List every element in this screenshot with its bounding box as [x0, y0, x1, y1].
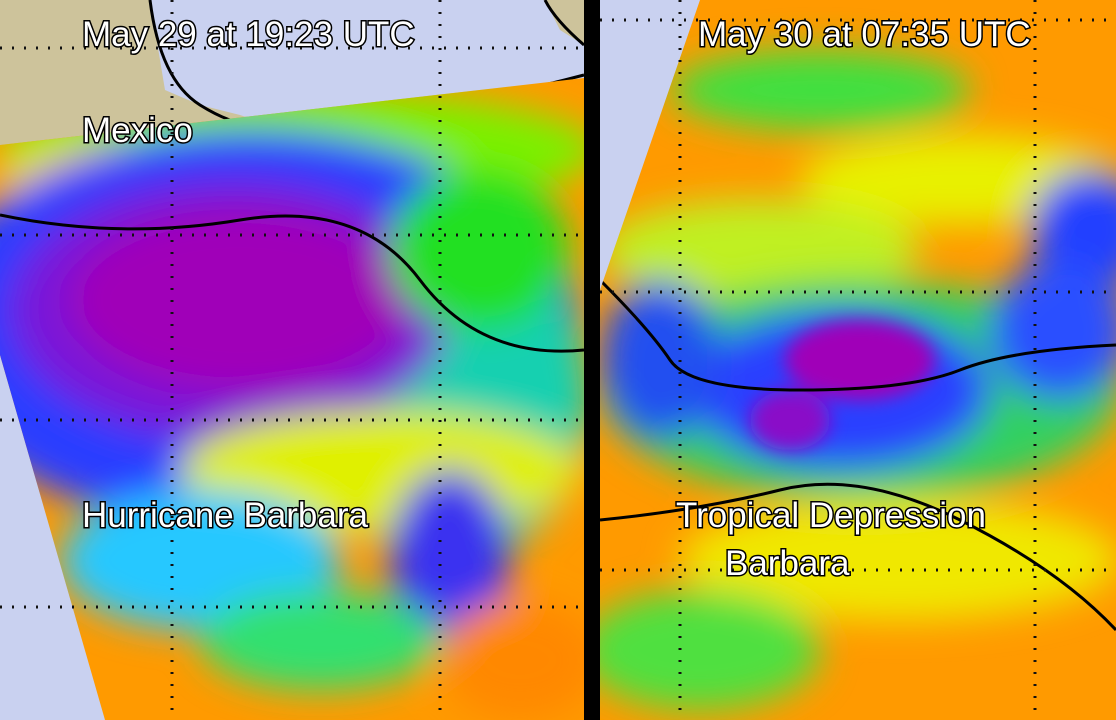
region-label: Mexico: [82, 111, 193, 150]
left-panel: May 29 at 19:23 UTC Mexico Hurricane Bar…: [0, 0, 585, 720]
divider: [584, 0, 600, 720]
right-panel: May 30 at 07:35 UTC Tropical Depression …: [600, 0, 1116, 720]
lat-lon-grid: [600, 0, 1116, 720]
storm-label: Tropical Depression: [676, 496, 986, 535]
lat-lon-grid: [0, 0, 584, 720]
timestamp: May 29 at 19:23 UTC: [82, 15, 415, 54]
storm-label: Hurricane Barbara: [82, 496, 368, 535]
storm-label: Barbara: [725, 544, 850, 583]
timestamp: May 30 at 07:35 UTC: [698, 15, 1031, 54]
